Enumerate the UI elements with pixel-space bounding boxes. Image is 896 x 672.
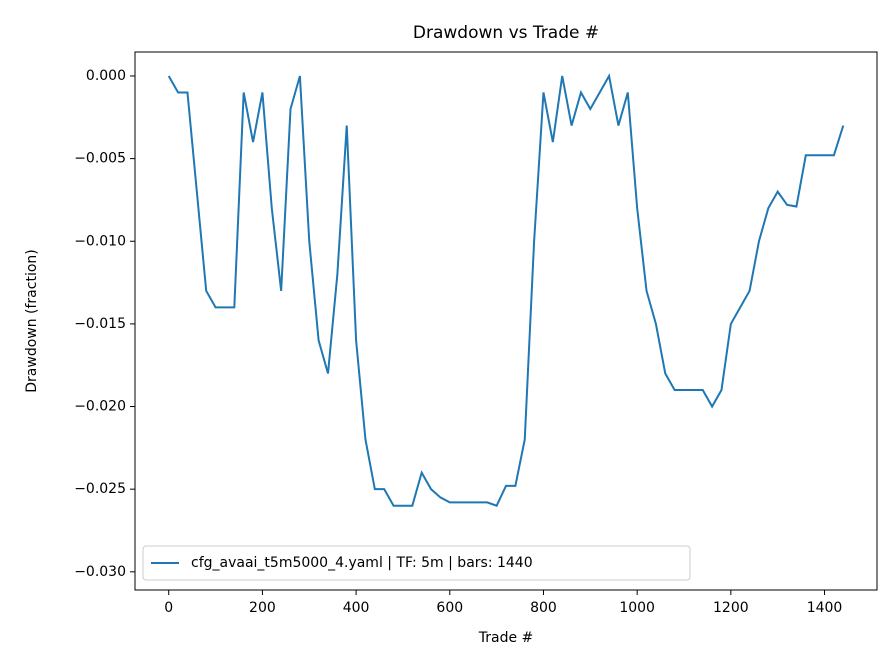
y-tick-label: −0.005 <box>74 151 126 167</box>
x-tick-label: 1000 <box>619 600 655 616</box>
y-tick-label: −0.010 <box>74 233 126 249</box>
x-tick-label: 1200 <box>713 600 749 616</box>
x-tick-label: 0 <box>164 600 173 616</box>
chart-title: Drawdown vs Trade # <box>413 23 599 43</box>
y-axis-label: Drawdown (fraction) <box>24 249 40 393</box>
legend-label: cfg_avaai_t5m5000_4.yaml | TF: 5m | bars… <box>191 555 533 571</box>
y-tick-label: −0.020 <box>74 399 126 415</box>
x-tick-label: 1400 <box>807 600 843 616</box>
y-tick-label: 0.000 <box>86 68 126 84</box>
x-axis-label: Trade # <box>478 630 534 646</box>
line-series <box>167 73 845 507</box>
legend-box <box>142 545 691 581</box>
plot-frame <box>134 51 878 591</box>
y-tick-label: −0.015 <box>74 316 126 332</box>
x-tick-label: 400 <box>343 600 370 616</box>
y-tick-label: −0.030 <box>74 564 126 580</box>
x-tick-label: 600 <box>436 600 463 616</box>
x-tick-label: 800 <box>530 600 557 616</box>
y-tick-label: −0.025 <box>74 481 126 497</box>
x-tick-label: 200 <box>249 600 276 616</box>
